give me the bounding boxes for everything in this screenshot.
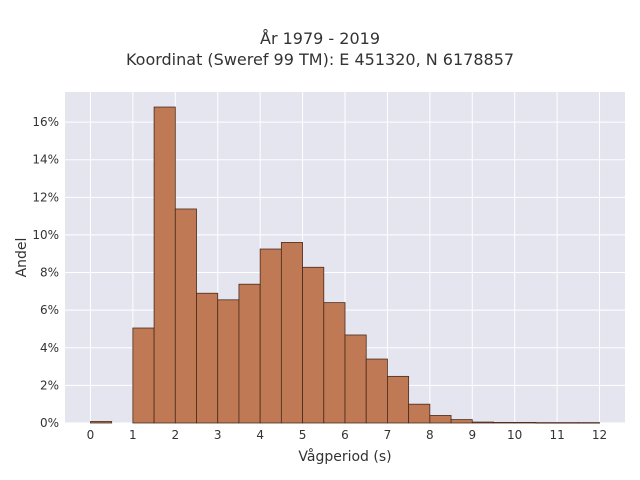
histogram-bar [429,415,452,424]
x-axis-label: Vågperiod (s) [298,448,391,465]
x-tick-label: 9 [468,428,476,442]
chart-title: År 1979 - 2019 [260,29,380,48]
histogram-bar [556,422,579,424]
x-tick-label: 7 [384,428,392,442]
y-tick-label: 2% [40,378,59,392]
histogram-bar [450,419,473,424]
y-axis-ticks: 0% 2% 4% 6% 8% 10% 12% 14% 16% [32,115,59,430]
x-tick-label: 12 [592,428,607,442]
histogram-bar [132,327,155,424]
x-axis-ticks: 0 1 2 3 4 5 6 7 8 9 10 11 12 [87,428,608,442]
histogram-bar [259,248,282,424]
histogram-bar [238,283,261,424]
histogram-bar [280,242,303,424]
y-tick-label: 4% [40,341,59,355]
histogram-bar [365,358,388,424]
chart-subtitle: Koordinat (Sweref 99 TM): E 451320, N 61… [125,50,515,69]
x-tick-label: 5 [299,428,307,442]
histogram-bar [196,292,219,424]
y-tick-label: 12% [32,190,59,204]
y-tick-label: 8% [40,266,59,280]
histogram-bar [323,302,346,424]
histogram-bar [493,422,516,424]
x-tick-label: 3 [214,428,222,442]
x-tick-label: 11 [549,428,564,442]
x-tick-label: 10 [507,428,522,442]
histogram-bar [217,299,240,424]
histogram-bar [153,106,176,424]
y-axis-label: Andel [14,238,30,278]
y-tick-label: 16% [32,115,59,129]
x-tick-label: 0 [87,428,95,442]
y-tick-label: 14% [32,153,59,167]
x-tick-label: 4 [256,428,264,442]
histogram-bar [535,422,558,424]
histogram-bars [90,106,600,424]
histogram-bar [471,421,494,424]
histogram-bar [577,422,600,424]
x-tick-label: 2 [171,428,179,442]
histogram-bar [90,421,113,424]
histogram-bar [344,334,367,424]
y-tick-label: 0% [40,416,59,430]
histogram-bar [387,375,410,424]
histogram-bar [174,208,197,424]
x-tick-label: 8 [426,428,434,442]
y-tick-label: 6% [40,303,59,317]
x-tick-label: 6 [341,428,349,442]
x-tick-label: 1 [129,428,137,442]
histogram-bar [302,266,325,424]
histogram-bar [408,403,431,424]
histogram-bar [514,422,537,424]
y-tick-label: 10% [32,228,59,242]
